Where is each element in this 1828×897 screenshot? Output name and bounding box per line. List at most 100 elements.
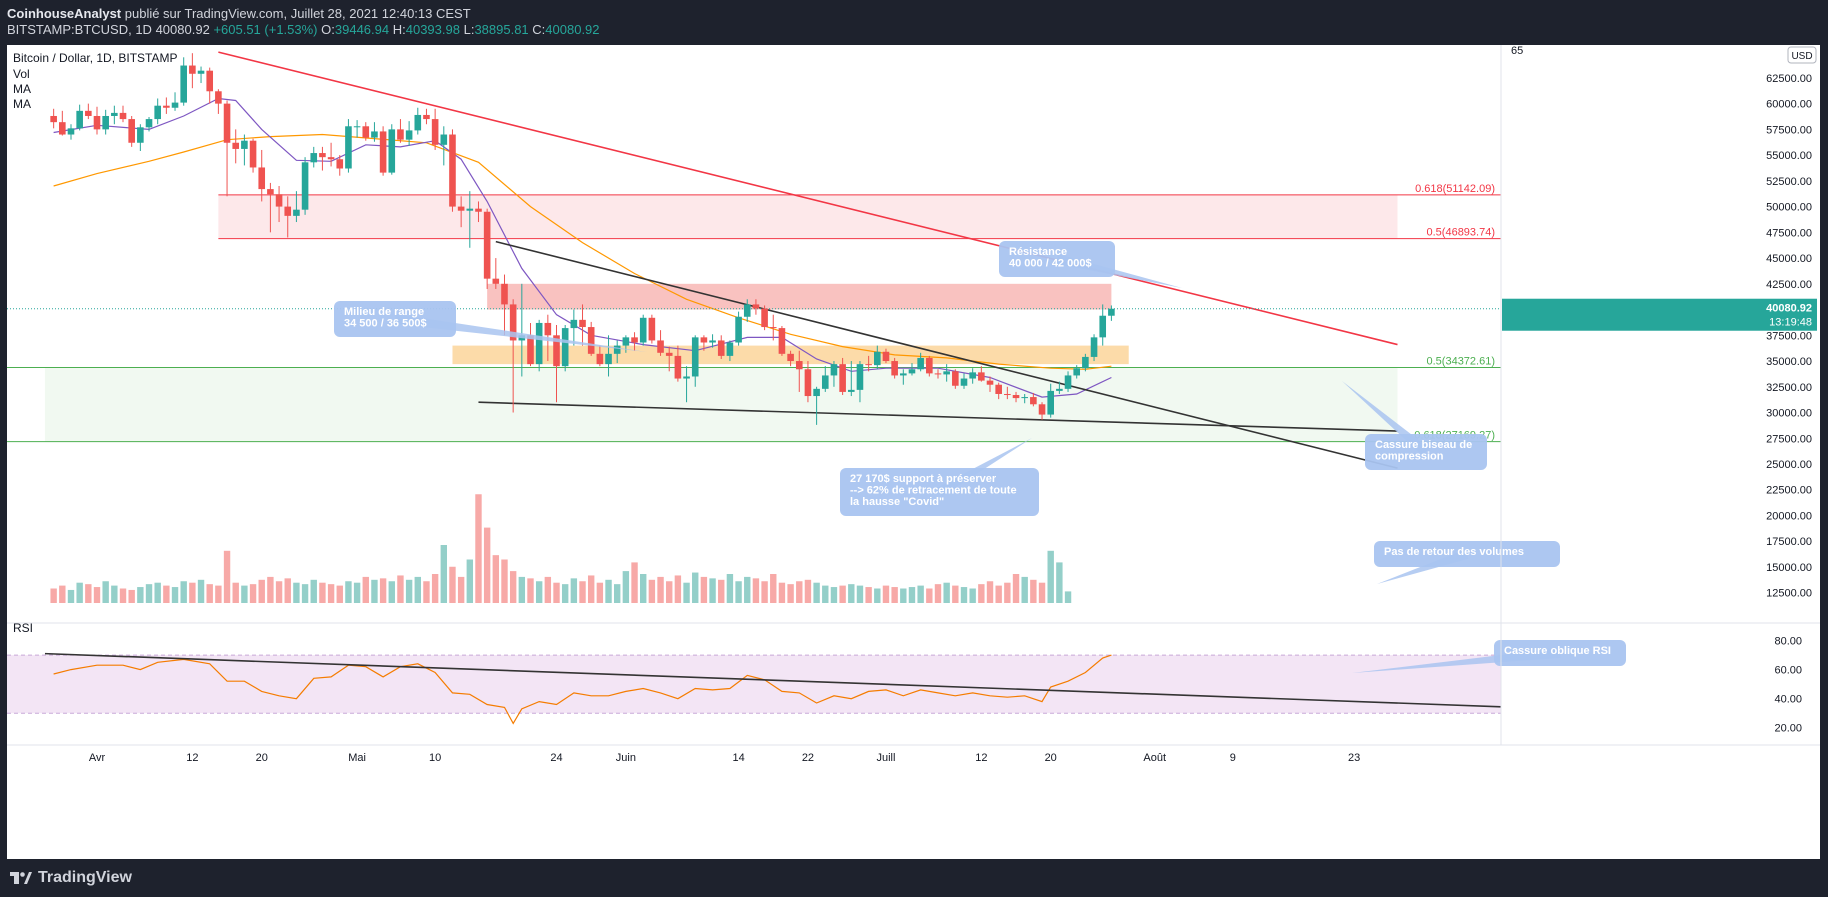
candle[interactable] bbox=[457, 196, 465, 228]
candle[interactable] bbox=[1056, 381, 1063, 394]
candle[interactable] bbox=[804, 361, 812, 403]
candle[interactable] bbox=[821, 366, 829, 392]
candle[interactable] bbox=[275, 186, 283, 223]
candle[interactable] bbox=[197, 66, 205, 84]
candle[interactable] bbox=[1030, 392, 1037, 407]
callout-volume[interactable]: Pas de retour des volumes bbox=[1374, 541, 1560, 584]
candle[interactable] bbox=[1038, 402, 1046, 420]
candle[interactable] bbox=[561, 325, 569, 372]
candle[interactable] bbox=[293, 191, 300, 223]
candle[interactable] bbox=[223, 100, 231, 197]
candle[interactable] bbox=[475, 201, 482, 223]
candle[interactable] bbox=[85, 103, 92, 120]
tradingview-logo[interactable]: TradingView bbox=[10, 869, 132, 887]
candle[interactable] bbox=[665, 346, 673, 372]
candle[interactable] bbox=[596, 345, 604, 367]
candle[interactable] bbox=[622, 335, 630, 353]
candle[interactable] bbox=[249, 138, 257, 173]
candle[interactable] bbox=[900, 369, 907, 385]
candle[interactable] bbox=[631, 332, 638, 351]
candle[interactable] bbox=[119, 105, 127, 123]
candle[interactable] bbox=[440, 126, 448, 166]
candle[interactable] bbox=[743, 299, 751, 322]
candle[interactable] bbox=[683, 366, 690, 403]
candle[interactable] bbox=[379, 126, 387, 176]
candle[interactable] bbox=[388, 124, 396, 175]
candle[interactable] bbox=[232, 129, 240, 164]
candle[interactable] bbox=[423, 108, 430, 125]
candle[interactable] bbox=[345, 119, 352, 173]
candle[interactable] bbox=[353, 120, 361, 138]
candle[interactable] bbox=[1004, 386, 1011, 400]
candle[interactable] bbox=[102, 109, 109, 135]
chart-area[interactable]: 0.618(51142.09) 0.5(46893.74) 0.5(34372.61… bbox=[7, 45, 1820, 859]
candle[interactable] bbox=[960, 373, 968, 389]
candle[interactable] bbox=[943, 364, 950, 382]
candle[interactable] bbox=[769, 314, 777, 341]
candle[interactable] bbox=[717, 335, 725, 359]
candle[interactable] bbox=[978, 366, 985, 382]
candle[interactable] bbox=[301, 157, 309, 215]
candle[interactable] bbox=[206, 67, 214, 104]
candle[interactable] bbox=[258, 149, 266, 202]
candle[interactable] bbox=[76, 104, 83, 131]
candle[interactable] bbox=[1047, 383, 1054, 418]
candle[interactable] bbox=[839, 357, 846, 396]
chart-svg[interactable]: 0.618(51142.09) 0.5(46893.74) 0.5(34372.61… bbox=[7, 45, 1820, 859]
candle[interactable] bbox=[327, 142, 335, 167]
candle[interactable] bbox=[995, 382, 1002, 400]
candle[interactable] bbox=[735, 311, 742, 346]
candle[interactable] bbox=[700, 335, 708, 351]
candle[interactable] bbox=[570, 309, 578, 346]
candle[interactable] bbox=[639, 314, 647, 346]
candle[interactable] bbox=[579, 304, 586, 346]
candle[interactable] bbox=[59, 110, 66, 136]
candle[interactable] bbox=[145, 117, 153, 132]
candle[interactable] bbox=[856, 361, 864, 403]
candle[interactable] bbox=[1073, 365, 1081, 379]
candle[interactable] bbox=[50, 108, 57, 129]
candle[interactable] bbox=[986, 376, 994, 392]
candle[interactable] bbox=[163, 97, 170, 114]
candle[interactable] bbox=[189, 53, 196, 89]
candle[interactable] bbox=[830, 361, 838, 387]
candle[interactable] bbox=[1108, 305, 1115, 321]
candle[interactable] bbox=[952, 369, 959, 389]
candle[interactable] bbox=[691, 335, 699, 387]
candle[interactable] bbox=[362, 122, 370, 141]
candle[interactable] bbox=[709, 334, 716, 348]
callout-rsi[interactable]: Cassure oblique RSI bbox=[1352, 640, 1626, 673]
candle[interactable] bbox=[111, 105, 118, 125]
candle[interactable] bbox=[882, 348, 890, 364]
candle[interactable] bbox=[847, 361, 855, 397]
candle[interactable] bbox=[1064, 371, 1072, 392]
candle[interactable] bbox=[137, 124, 144, 151]
candle[interactable] bbox=[93, 106, 101, 135]
candle[interactable] bbox=[267, 182, 274, 233]
candle[interactable] bbox=[171, 92, 179, 111]
candle[interactable] bbox=[241, 134, 248, 166]
candle[interactable] bbox=[483, 208, 491, 289]
callout-support[interactable]: 27 170$ support à préserver--> 62% de re… bbox=[840, 438, 1039, 516]
candle[interactable] bbox=[67, 124, 75, 140]
candle[interactable] bbox=[1099, 304, 1107, 346]
candle[interactable] bbox=[587, 321, 595, 356]
candle[interactable] bbox=[613, 340, 621, 364]
candle[interactable] bbox=[414, 107, 422, 135]
candle[interactable] bbox=[1082, 353, 1089, 372]
candle[interactable] bbox=[371, 122, 378, 142]
author-name[interactable]: CoinhouseAnalyst bbox=[7, 6, 122, 21]
candle[interactable] bbox=[527, 322, 534, 367]
candle[interactable] bbox=[605, 335, 612, 377]
candle[interactable] bbox=[926, 355, 933, 377]
candle[interactable] bbox=[1021, 393, 1028, 404]
candle[interactable] bbox=[215, 89, 222, 114]
candle[interactable] bbox=[553, 325, 560, 403]
candle[interactable] bbox=[778, 326, 786, 356]
candle[interactable] bbox=[917, 352, 924, 372]
candle[interactable] bbox=[648, 314, 656, 344]
candle[interactable] bbox=[310, 146, 318, 168]
candle[interactable] bbox=[1012, 391, 1020, 403]
